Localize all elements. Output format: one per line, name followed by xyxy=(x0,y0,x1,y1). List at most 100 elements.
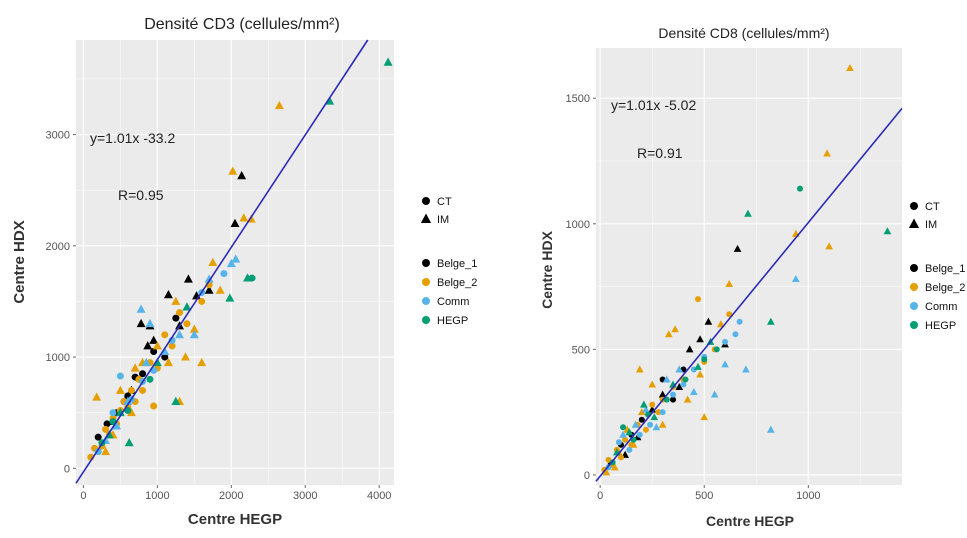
legend-label: CT xyxy=(925,201,940,213)
data-point-comm xyxy=(226,258,236,268)
legend: CT IM Belge_1 Belge_2 Comm HEGP xyxy=(908,201,965,332)
data-point-belge-2 xyxy=(665,330,673,338)
data-point-comm xyxy=(659,409,666,416)
data-point-comm xyxy=(145,318,155,328)
data-point-belge-1 xyxy=(163,289,173,299)
data-point-belge-2 xyxy=(228,166,238,175)
chart-cd8: Densité CD8 (cellules/mm²) 0 500 1000 0 500… xyxy=(539,25,965,529)
data-point-belge-2 xyxy=(168,342,176,350)
data-point-belge-1 xyxy=(139,370,147,378)
data-point-belge-2 xyxy=(92,392,102,401)
legend-key-comm xyxy=(422,297,430,305)
x-tick-label: 500 xyxy=(695,490,713,502)
data-point-comm xyxy=(116,372,124,380)
legend-label: Belge_2 xyxy=(925,282,965,294)
data-point-comm xyxy=(652,423,661,431)
data-point-comm xyxy=(631,420,640,428)
y-ticks: 0 500 1000 1500 xyxy=(566,93,596,482)
data-point-comm xyxy=(175,330,185,339)
x-tick-label: 1000 xyxy=(145,490,169,502)
data-point-comm xyxy=(736,318,743,325)
legend-key-belge-2 xyxy=(422,278,430,286)
y-tick-label: 0 xyxy=(64,463,70,475)
legend-label: HEGP xyxy=(925,320,956,332)
data-point-belge-2 xyxy=(127,386,135,394)
data-point-hegp xyxy=(713,346,720,353)
data-point-belge-2 xyxy=(726,311,733,318)
data-point-belge-1 xyxy=(696,335,704,343)
legend-label: Comm xyxy=(925,301,957,313)
data-point-belge-2 xyxy=(150,402,158,410)
data-point-belge-2 xyxy=(658,420,667,428)
legend-key-ct xyxy=(910,202,918,210)
data-point-belge-2 xyxy=(215,285,225,294)
data-point-hegp xyxy=(701,356,708,363)
chart-title: Densité CD8 (cellules/mm²) xyxy=(658,25,829,41)
data-point-comm xyxy=(732,331,739,338)
legend-label: CT xyxy=(437,196,452,208)
data-point-comm xyxy=(619,430,627,438)
legend-label: Belge_2 xyxy=(437,277,477,289)
data-point-comm xyxy=(647,421,654,428)
data-point-belge-1 xyxy=(204,285,214,294)
x-ticks: 0 500 1000 xyxy=(597,485,821,502)
data-point-hegp xyxy=(797,185,803,192)
data-point-comm xyxy=(615,439,622,446)
data-point-belge-1 xyxy=(733,244,742,252)
data-point-belge-2 xyxy=(846,63,854,72)
data-point-belge-1 xyxy=(136,318,146,328)
data-point-comm xyxy=(231,254,241,263)
legend-label: Belge_1 xyxy=(437,258,477,270)
data-point-hegp xyxy=(883,227,892,235)
data-point-belge-2 xyxy=(161,331,169,339)
data-point-hegp xyxy=(171,396,181,406)
chart-title: Densité CD3 (cellules/mm²) xyxy=(144,16,340,33)
legend-label: Belge_1 xyxy=(925,263,965,275)
data-point-hegp xyxy=(383,57,393,66)
y-tick-label: 1000 xyxy=(46,352,70,364)
grid xyxy=(76,40,394,485)
data-point-hegp xyxy=(115,407,125,417)
data-point-belge-2 xyxy=(139,386,147,394)
data-point-belge-2 xyxy=(126,407,136,417)
data-point-comm xyxy=(626,446,633,453)
data-point-comm xyxy=(662,375,671,383)
r-annotation: R=0.91 xyxy=(637,145,683,161)
data-point-belge-2 xyxy=(825,242,833,250)
data-point-comm xyxy=(189,330,199,339)
data-point-hegp xyxy=(146,375,154,383)
data-point-belge-2 xyxy=(176,309,184,317)
legend-key-im xyxy=(420,213,432,223)
data-point-belge-1 xyxy=(670,396,677,403)
data-point-belge-2 xyxy=(823,149,831,157)
data-point-belge-1 xyxy=(94,433,102,441)
data-point-hegp xyxy=(640,400,648,408)
data-point-belge-2 xyxy=(115,385,125,394)
data-point-comm xyxy=(204,274,214,283)
data-point-comm xyxy=(792,274,800,283)
data-point-belge-1 xyxy=(149,335,159,344)
legend-key-im xyxy=(908,218,920,228)
x-axis-title: Centre HEGP xyxy=(188,511,282,528)
data-point-belge-2 xyxy=(602,468,611,476)
legend-key-hegp xyxy=(422,316,430,324)
data-point-belge-2 xyxy=(274,100,284,110)
data-point-comm xyxy=(109,409,117,417)
data-point-hegp xyxy=(124,437,134,447)
data-point-belge-2 xyxy=(610,463,619,471)
data-point-belge-2 xyxy=(717,320,725,328)
data-point-belge-1 xyxy=(638,416,645,423)
y-axis-title: Centre HDX xyxy=(11,220,28,303)
y-tick-label: 1500 xyxy=(566,93,590,105)
data-point-belge-2 xyxy=(171,296,181,305)
data-point-belge-1 xyxy=(685,345,694,353)
data-point-comm xyxy=(112,421,122,430)
data-point-belge-2 xyxy=(683,395,692,403)
data-point-comm xyxy=(670,391,677,398)
data-point-belge-2 xyxy=(189,324,199,333)
y-ticks: 0 1000 2000 3000 xyxy=(46,130,76,475)
equation-annotation: y=1.01x -5.02 xyxy=(611,97,696,113)
legend-key-hegp xyxy=(910,321,918,329)
y-tick-label: 2000 xyxy=(46,241,70,253)
legend-key-comm xyxy=(910,302,918,310)
